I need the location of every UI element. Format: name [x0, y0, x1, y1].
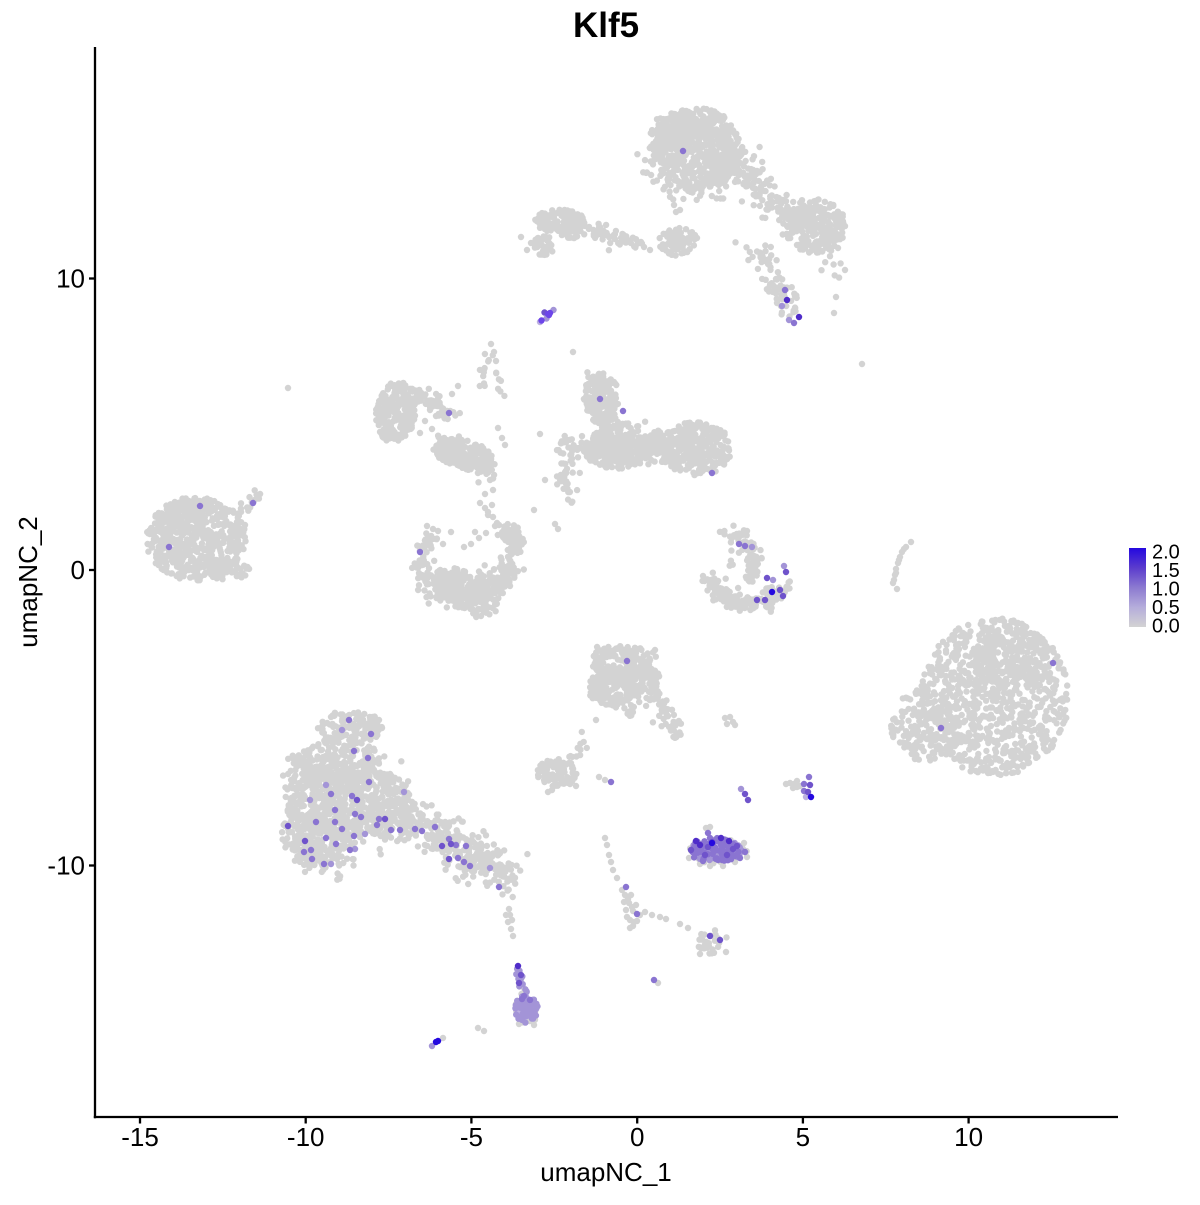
svg-text:1.0: 1.0 — [1152, 579, 1180, 601]
svg-text:Klf5: Klf5 — [573, 6, 639, 45]
svg-text:2.0: 2.0 — [1152, 542, 1180, 564]
svg-text:0.0: 0.0 — [1152, 616, 1180, 638]
svg-text:-10: -10 — [287, 1122, 325, 1152]
svg-text:0: 0 — [630, 1122, 644, 1152]
svg-text:1.5: 1.5 — [1152, 560, 1180, 582]
svg-text:10: 10 — [56, 264, 85, 294]
svg-text:5: 5 — [796, 1122, 810, 1152]
svg-text:-5: -5 — [460, 1122, 483, 1152]
svg-text:umapNC_2: umapNC_2 — [13, 516, 43, 648]
svg-text:10: 10 — [954, 1122, 983, 1152]
svg-text:umapNC_1: umapNC_1 — [540, 1157, 672, 1187]
svg-text:-10: -10 — [47, 851, 85, 881]
svg-text:0.5: 0.5 — [1152, 597, 1180, 619]
svg-text:0: 0 — [71, 555, 85, 585]
svg-text:-15: -15 — [121, 1122, 159, 1152]
